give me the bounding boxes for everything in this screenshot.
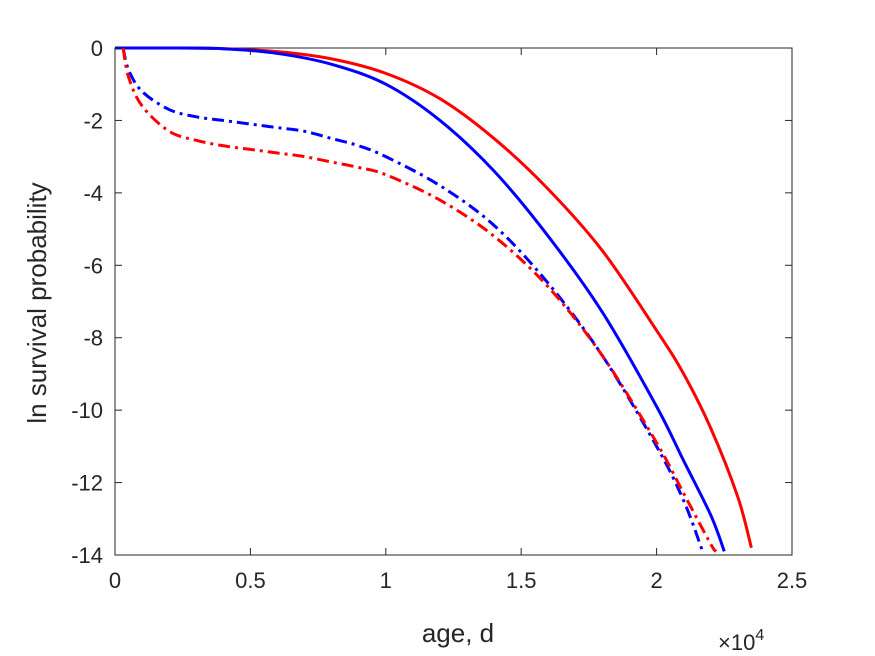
series-line-4 <box>121 47 718 553</box>
y-tick-label: -12 <box>71 471 103 496</box>
series-line-3 <box>121 47 705 552</box>
y-tick-label: -14 <box>71 543 103 568</box>
y-tick-label: -6 <box>83 253 103 278</box>
x-exponent-power: 4 <box>755 627 764 644</box>
y-axis-label: ln survival probability <box>22 182 52 423</box>
x-exponent-base: ×10 <box>718 630 755 655</box>
x-tick-label: 1.5 <box>506 568 537 593</box>
x-tick-label: 1 <box>380 568 392 593</box>
y-tick-label: -10 <box>71 398 103 423</box>
x-exponent-label: ×104 <box>718 627 764 655</box>
x-tick-label: 2 <box>650 568 662 593</box>
series-layer <box>114 46 753 553</box>
x-axis-label: age, d <box>422 618 494 648</box>
x-tick-label: 0 <box>109 568 121 593</box>
y-tick-label: -4 <box>83 181 103 206</box>
y-tick-label: -2 <box>83 108 103 133</box>
plot-area <box>114 47 793 556</box>
y-tick-label: 0 <box>91 36 103 61</box>
y-tick-label: -8 <box>83 326 103 351</box>
x-tick-label: 2.5 <box>777 568 808 593</box>
tick-layer: 0 0.5 1 1.5 2 2.5 0 -2 -4 -6 -8 -10 -12 -14 <box>71 36 807 593</box>
x-tick-label: 0.5 <box>235 568 266 593</box>
series-line-2 <box>114 46 726 552</box>
